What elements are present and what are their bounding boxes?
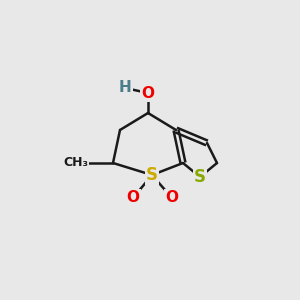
Text: O: O — [127, 190, 140, 206]
Text: O: O — [142, 85, 154, 100]
Text: S: S — [194, 168, 206, 186]
Text: CH₃: CH₃ — [63, 157, 88, 169]
Text: S: S — [146, 166, 158, 184]
Text: H: H — [118, 80, 131, 95]
Text: O: O — [166, 190, 178, 206]
